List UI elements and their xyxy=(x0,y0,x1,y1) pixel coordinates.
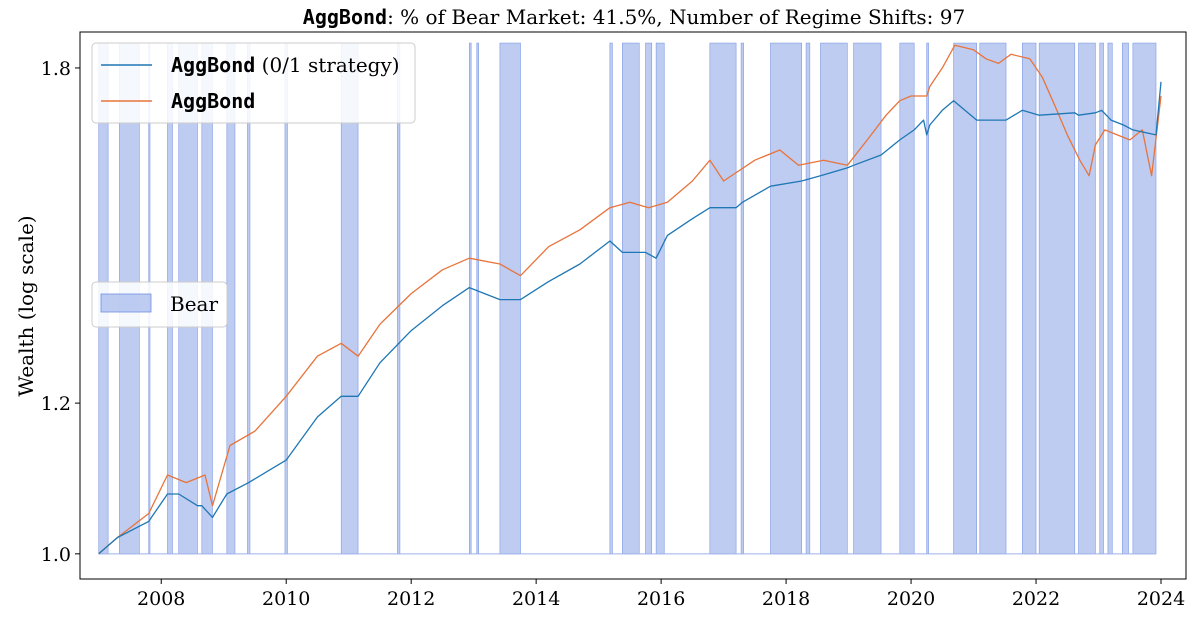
bear-region-31 xyxy=(1099,42,1104,555)
x-tick-label-2020: 2020 xyxy=(887,588,935,610)
x-axis: 2008 2010 2012 2014 2016 2018 2020 2022 2024 xyxy=(137,579,1185,610)
bear-region-22 xyxy=(820,42,848,555)
bear-region-26 xyxy=(953,42,977,555)
y-tick-label-1.8: 1.8 xyxy=(41,58,71,80)
legend-label-aggbond: AggBond xyxy=(171,89,255,113)
legend-bear-label: Bear xyxy=(170,292,218,316)
plot-frame xyxy=(79,31,1187,580)
x-tick-label-2008: 2008 xyxy=(137,588,185,610)
bear-region-25 xyxy=(926,42,929,555)
legend-label-strategy: AggBond (0/1 strategy) xyxy=(171,53,400,77)
x-tick-label-2014: 2014 xyxy=(512,588,560,610)
x-tick-label-2022: 2022 xyxy=(1012,588,1060,610)
chart-title: AggBond: % of Bear Market: 41.5%, Number… xyxy=(303,5,965,29)
bear-region-20 xyxy=(770,42,803,555)
x-tick-label-2016: 2016 xyxy=(637,588,685,610)
bear-region-34 xyxy=(1132,42,1157,555)
bear-region-33 xyxy=(1121,42,1129,555)
legend-bear-swatch xyxy=(100,293,152,313)
bear-region-24 xyxy=(899,42,915,555)
x-tick-label-2018: 2018 xyxy=(762,588,810,610)
bear-region-16 xyxy=(645,42,653,555)
y-axis: 1.0 1.2 1.8 xyxy=(41,58,80,566)
bear-region-12 xyxy=(476,42,479,555)
y-axis-label: Wealth (log scale) xyxy=(14,215,38,396)
bear-region-30 xyxy=(1078,42,1096,555)
bear-region-17 xyxy=(655,42,665,555)
bear-region-23 xyxy=(853,42,882,555)
x-tick-label-2012: 2012 xyxy=(387,588,435,610)
bear-region-18 xyxy=(709,42,737,555)
y-tick-label-1.0: 1.0 xyxy=(41,544,71,566)
bear-region-11 xyxy=(468,42,472,555)
x-tick-label-2024: 2024 xyxy=(1137,588,1185,610)
series-lines xyxy=(98,44,1162,555)
chart-title-rest: : % of Bear Market: 41.5%, Number of Reg… xyxy=(387,5,965,29)
bear-region-29 xyxy=(1038,42,1076,555)
bear-region-28 xyxy=(1021,42,1037,555)
bear-region-19 xyxy=(740,42,744,555)
bear-region-21 xyxy=(805,42,811,555)
bear-region-27 xyxy=(979,42,1007,555)
series-line-strategy xyxy=(98,81,1162,555)
legend-bear: Bear xyxy=(91,281,228,328)
x-tick-label-2010: 2010 xyxy=(262,588,310,610)
bear-region-15 xyxy=(622,42,640,555)
series-line-aggbond xyxy=(98,44,1162,555)
chart-title-ticker: AggBond xyxy=(303,5,387,29)
y-tick-label-1.2: 1.2 xyxy=(41,393,71,415)
bear-region-14 xyxy=(609,42,613,555)
legend-series: AggBond (0/1 strategy) AggBond xyxy=(91,42,416,124)
legend-series-box xyxy=(91,42,416,124)
legend-bear-box xyxy=(91,281,228,328)
bear-region-13 xyxy=(499,42,521,555)
